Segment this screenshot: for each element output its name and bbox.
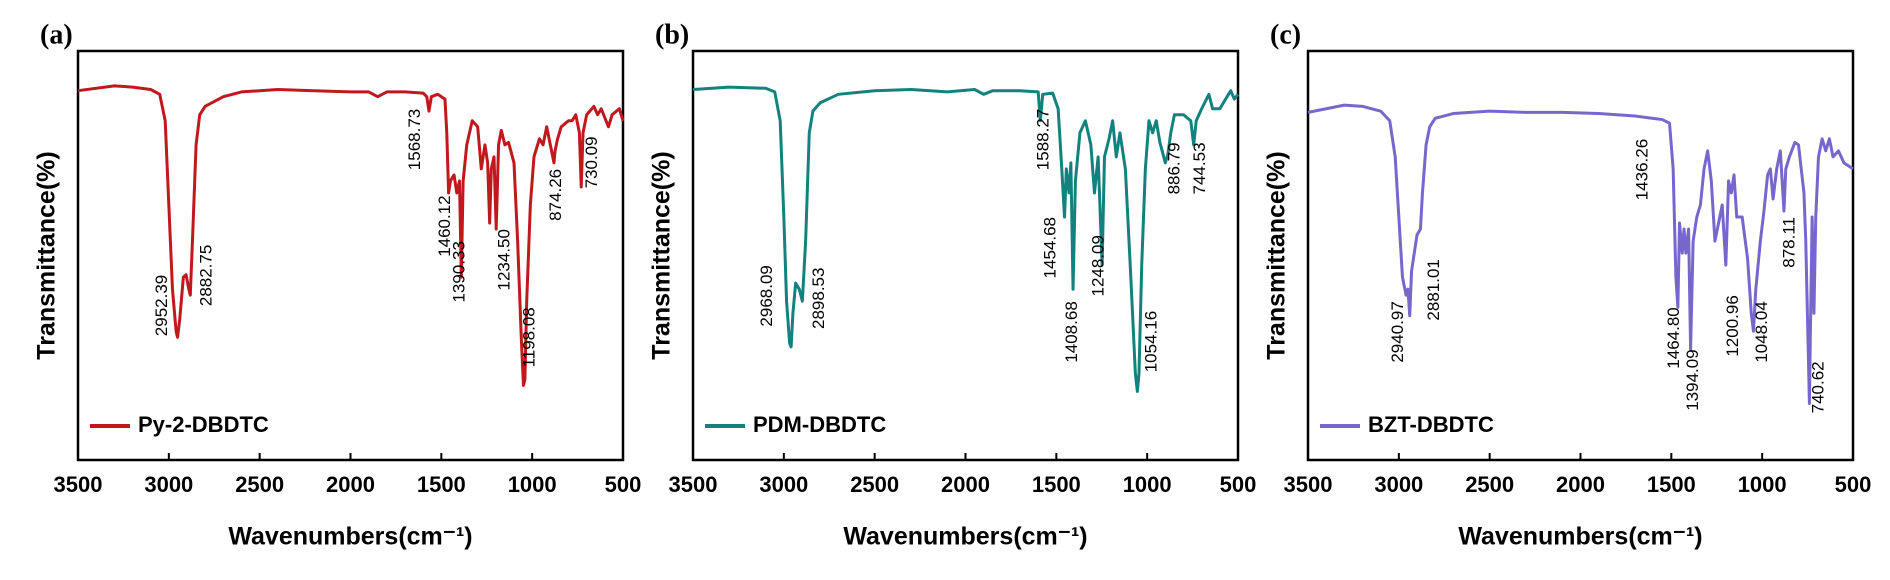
y-axis-label: Transmittance(%): [1263, 151, 1291, 359]
spectrum-line: [77, 84, 625, 387]
panel-label: (c): [1270, 19, 1301, 50]
x-tick-label: 3000: [144, 472, 193, 497]
y-axis-label: Transmittance(%): [33, 151, 61, 359]
peak-label: 2952.39: [152, 275, 171, 336]
x-tick-label: 1500: [1647, 472, 1696, 497]
plot-frame: [76, 49, 625, 462]
peak-label: 1460.12: [435, 195, 454, 256]
x-tick-label: 1500: [417, 472, 466, 497]
peak-label: 2968.09: [757, 265, 776, 326]
y-axis-label: Transmittance(%): [648, 151, 676, 359]
peak-label: 2881.01: [1424, 259, 1443, 320]
peak-label: 1390.33: [450, 241, 469, 302]
legend-label: PDM-DBDTC: [753, 412, 886, 437]
x-tick-label: 1000: [1738, 472, 1787, 497]
legend-label: Py-2-DBDTC: [138, 412, 269, 437]
spectrum-line: [1307, 103, 1854, 405]
peak-label: 1588.27: [1033, 109, 1052, 170]
peak-label: 740.62: [1809, 361, 1828, 413]
peak-label: 1454.68: [1041, 217, 1060, 278]
x-tick-label: 2500: [850, 472, 899, 497]
peak-label: 1048.04: [1752, 301, 1771, 362]
peak-label: 1408.68: [1062, 301, 1081, 362]
x-tick-label: 2000: [1556, 472, 1605, 497]
x-tick-label: 3500: [1284, 472, 1333, 497]
peak-label: 744.53: [1190, 142, 1209, 194]
x-tick-label: 3000: [759, 472, 808, 497]
peak-label: 1198.08: [519, 307, 538, 367]
x-tick-label: 1000: [508, 472, 557, 497]
peak-label: 2882.75: [196, 245, 215, 306]
peak-label: 886.79: [1165, 142, 1184, 194]
panel-label: (a): [40, 19, 73, 50]
x-tick-label: 2000: [326, 472, 375, 497]
x-tick-label: 500: [1220, 472, 1257, 497]
x-tick-label: 3500: [669, 472, 718, 497]
peak-label: 874.26: [546, 169, 565, 221]
x-axis-label: Wavenumbers(cm⁻¹): [228, 523, 472, 551]
x-tick-label: 500: [1835, 472, 1872, 497]
spectrum-line: [692, 85, 1240, 393]
peak-label: 1200.96: [1723, 295, 1742, 356]
x-tick-label: 1000: [1123, 472, 1172, 497]
peak-label: 878.11: [1780, 217, 1799, 268]
peak-label: 1234.50: [494, 229, 513, 290]
panel-label: (b): [655, 19, 689, 50]
x-tick-label: 3500: [54, 472, 103, 497]
x-tick-label: 2500: [1465, 472, 1514, 497]
x-tick-label: 3000: [1374, 472, 1423, 497]
x-tick-label: 1500: [1032, 472, 1081, 497]
peak-label: 1248.09: [1089, 235, 1108, 296]
plot-frame: [691, 49, 1240, 462]
x-tick-label: 2000: [941, 472, 990, 497]
peak-label: 1568.73: [405, 109, 424, 170]
x-tick-label: 2500: [235, 472, 284, 497]
peak-label: 730.09: [582, 136, 601, 188]
peak-label: 2940.97: [1388, 301, 1407, 362]
x-tick-label: 500: [605, 472, 642, 497]
peak-label: 2898.53: [809, 268, 828, 329]
peak-label: 1464.80: [1664, 307, 1683, 368]
peak-label: 1436.26: [1633, 139, 1652, 200]
peak-label: 1054.16: [1142, 311, 1161, 372]
peak-label: 1394.09: [1683, 349, 1702, 410]
x-axis-label: Wavenumbers(cm⁻¹): [843, 523, 1087, 551]
legend-label: BZT-DBDTC: [1368, 412, 1494, 437]
x-axis-label: Wavenumbers(cm⁻¹): [1458, 523, 1702, 551]
